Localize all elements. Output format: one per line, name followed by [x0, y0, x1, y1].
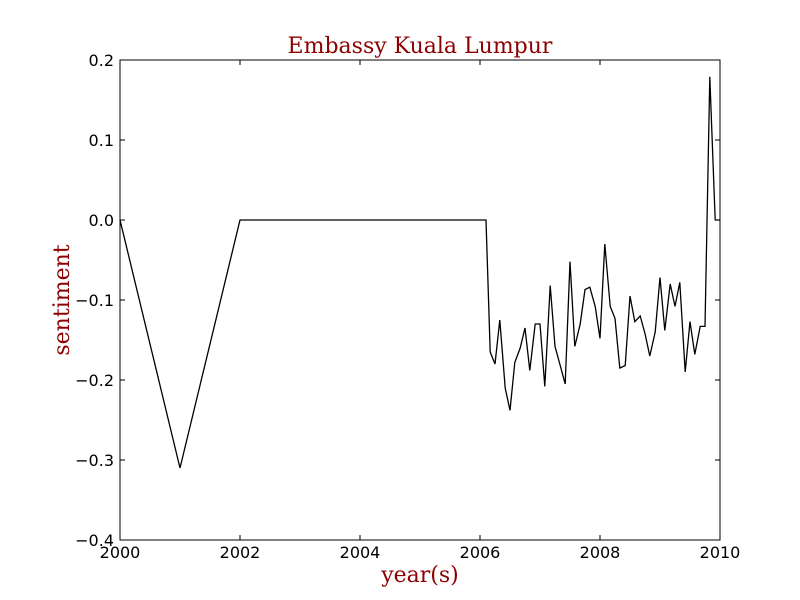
y-tick-label: −0.2 — [75, 371, 114, 390]
chart-title: Embassy Kuala Lumpur — [288, 34, 553, 59]
x-axis-label: year(s) — [380, 563, 459, 588]
tick-labels: 2000 2002 2004 2006 2008 2010 −0.4 −0.3 −0.2 −0.1… — [75, 51, 740, 562]
y-axis-label: sentiment — [50, 244, 75, 355]
plot-area-frame — [119, 59, 721, 541]
y-tick-label: 0.1 — [89, 131, 114, 150]
series — [119, 76, 720, 469]
y-tick-label: 0.0 — [89, 211, 114, 230]
y-tick-label: −0.4 — [75, 531, 114, 550]
x-tick-label: 2008 — [580, 543, 621, 562]
y-tick-label: 0.2 — [89, 51, 114, 70]
x-tick-label: 2004 — [340, 543, 381, 562]
series-line — [119, 76, 720, 469]
x-tick-label: 2010 — [700, 543, 741, 562]
x-tick-label: 2000 — [100, 543, 141, 562]
x-tick-label: 2002 — [220, 543, 261, 562]
y-tick-label: −0.3 — [75, 451, 114, 470]
y-tick-label: −0.1 — [75, 291, 114, 310]
x-tick-label: 2006 — [460, 543, 501, 562]
